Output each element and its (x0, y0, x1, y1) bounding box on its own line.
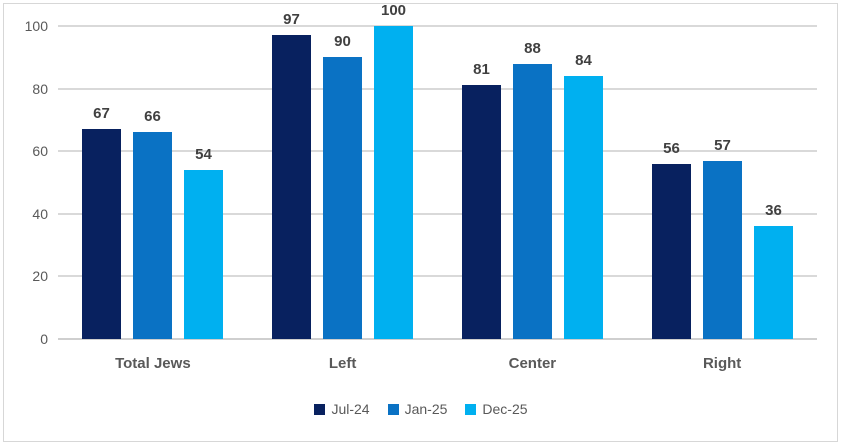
gridline-80 (58, 88, 817, 90)
data-label-jan-25-center: 88 (524, 40, 541, 57)
gridline-40 (58, 213, 817, 215)
y-tick-label-40: 40 (32, 206, 48, 222)
bar-dec-25-center (564, 76, 603, 339)
bar-jul-24-left (272, 35, 311, 339)
x-category-label-left: Left (328, 355, 357, 372)
legend-label: Jan-25 (404, 401, 448, 417)
y-tick-label-80: 80 (32, 81, 48, 97)
legend-label: Jul-24 (331, 401, 370, 417)
legend-label: Dec-25 (482, 401, 528, 417)
data-label-dec-25-left: 100 (380, 2, 407, 19)
bar-dec-25-right (754, 226, 793, 339)
legend: Jul-24 Jan-25 Dec-25 (0, 401, 842, 417)
x-category-label-right: Right (702, 355, 742, 372)
x-axis-line (58, 338, 817, 340)
data-label-jul-24-center: 81 (473, 61, 490, 78)
y-tick-label-0: 0 (40, 331, 48, 347)
bar-dec-25-left (374, 26, 413, 339)
data-label-jan-25-total-jews: 66 (144, 108, 161, 125)
data-label-jan-25-left: 90 (334, 33, 351, 50)
data-label-dec-25-center: 84 (575, 52, 592, 69)
data-label-dec-25-right: 36 (765, 202, 782, 219)
y-tick-label-100: 100 (24, 18, 48, 34)
legend-swatch-icon (465, 403, 477, 415)
data-label-dec-25-total-jews: 54 (195, 146, 212, 163)
legend-swatch-icon (387, 403, 399, 415)
x-category-label-total-jews: Total Jews (115, 355, 191, 372)
data-label-jul-24-left: 97 (283, 11, 300, 28)
x-category-label-center: Center (508, 355, 557, 372)
bar-jul-24-right (652, 164, 691, 339)
bar-dec-25-total-jews (184, 170, 223, 339)
gridline-100 (58, 25, 817, 27)
data-label-jul-24-right: 56 (663, 140, 680, 157)
legend-swatch-icon (314, 403, 326, 415)
bar-jan-25-total-jews (133, 132, 172, 339)
gridline-20 (58, 275, 817, 277)
bar-jul-24-total-jews (82, 129, 121, 339)
legend-item-jan-25: Jan-25 (387, 401, 448, 417)
legend-item-dec-25: Dec-25 (465, 401, 528, 417)
data-label-jan-25-right: 57 (714, 137, 731, 154)
bar-jul-24-center (462, 85, 501, 339)
y-tick-label-60: 60 (32, 143, 48, 159)
y-tick-label-20: 20 (32, 268, 48, 284)
bar-jan-25-left (323, 57, 362, 339)
bar-jan-25-right (703, 161, 742, 339)
data-label-jul-24-total-jews: 67 (93, 105, 110, 122)
gridline-60 (58, 150, 817, 152)
bar-jan-25-center (513, 64, 552, 339)
legend-item-jul-24: Jul-24 (314, 401, 370, 417)
